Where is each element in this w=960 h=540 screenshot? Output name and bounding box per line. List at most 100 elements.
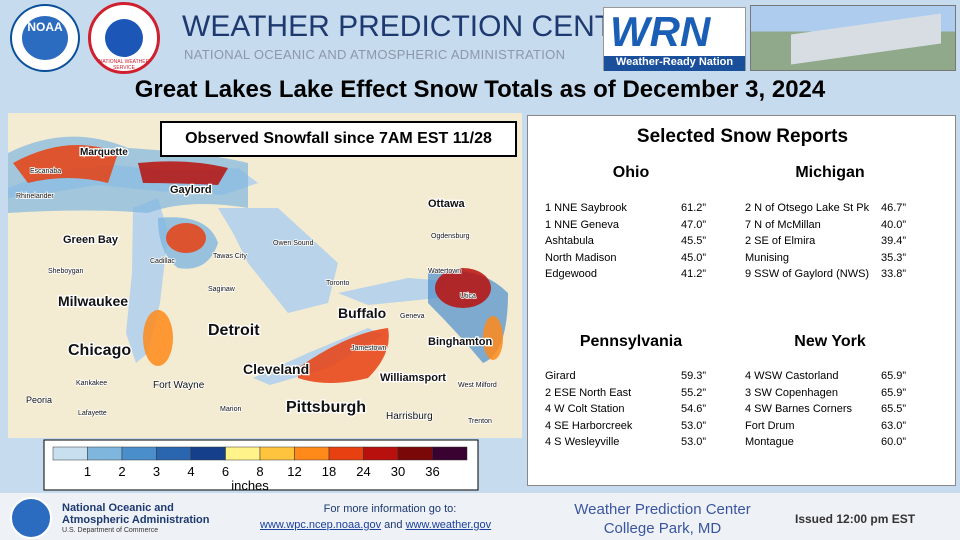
- report-value: 65.5”: [881, 403, 907, 415]
- report-value: 53.0”: [681, 436, 707, 448]
- legend-swatch: [87, 446, 123, 461]
- legend-swatch: [397, 446, 433, 461]
- city-label: Chicago: [68, 342, 131, 359]
- legend-label: 2: [118, 464, 125, 479]
- report-location: 2 N of Otsego Lake St Pk: [745, 202, 870, 214]
- nws-logo-text: NATIONAL WEATHER SERVICE: [98, 59, 150, 71]
- wrn-caption: Weather-Ready Nation: [604, 56, 745, 71]
- city-label: Harrisburg: [386, 411, 433, 422]
- snow-core: [138, 161, 228, 185]
- legend-unit: inches: [231, 478, 269, 493]
- reports-title: Selected Snow Reports: [636, 126, 849, 147]
- city-label: Geneva: [400, 313, 425, 320]
- main-title: Great Lakes Lake Effect Snow Totals as o…: [134, 76, 826, 103]
- report-location: 2 ESE North East: [545, 386, 632, 399]
- noaa-logo: NOAA: [10, 4, 80, 72]
- report-location: 4 S Wesleyville: [545, 436, 620, 448]
- link[interactable]: www.weather.gov: [405, 519, 492, 531]
- city-label: Sheboygan: [48, 268, 84, 275]
- report-value: 41.2”: [681, 268, 707, 280]
- report-location: 9 SSW of Gaylord (NWS): [745, 268, 870, 280]
- city-label: Gaylord: [170, 184, 212, 196]
- report-location: Fort Drum: [745, 419, 795, 432]
- state-heading: Pennsylvania: [579, 333, 683, 350]
- report-value: 35.3”: [881, 251, 907, 264]
- city-label: Toronto: [326, 280, 349, 287]
- link[interactable]: www.wpc.ncep.noaa.gov: [260, 519, 382, 531]
- legend-label: 3: [153, 464, 160, 479]
- reports-panel: Selected Snow Reports Ohio 1 NNE Saybrook…: [527, 115, 956, 486]
- city-label: Escanaba: [30, 168, 61, 175]
- report-value: 47.0”: [681, 218, 707, 231]
- header-title: WEATHER PREDICTION CENTER: [182, 10, 655, 43]
- report-location: 4 WSW Castorland: [745, 370, 839, 382]
- legend-label: 4: [187, 464, 194, 479]
- footer-agency: National Oceanic and: [62, 502, 174, 514]
- legend-label: 30: [391, 464, 405, 479]
- city-label: Marion: [220, 406, 242, 413]
- report-value: 55.2”: [681, 386, 707, 399]
- state-heading: New York: [794, 333, 866, 350]
- lake-huron: [218, 208, 338, 313]
- city-label: West Milford: [458, 382, 497, 389]
- report-location: 4 W Colt Station: [545, 403, 625, 415]
- city-labels: Marquette Escanaba Rhinelander Green Bay She…: [15, 146, 497, 426]
- city-label: Jamestown: [351, 345, 387, 352]
- report-value: 45.0”: [681, 251, 707, 264]
- legend-label: 8: [256, 464, 263, 479]
- report-value: 63.0”: [881, 419, 907, 432]
- legend-label: 12: [287, 464, 301, 479]
- legend-swatch: [259, 446, 295, 461]
- state-heading: Michigan: [795, 164, 865, 181]
- report-location: Edgewood: [545, 268, 597, 280]
- footer-noaa-logo: [10, 497, 52, 539]
- legend-swatch: [363, 446, 399, 461]
- city-label: Detroit: [208, 322, 260, 339]
- report-location: Ashtabula: [545, 235, 594, 247]
- city-label: Green Bay: [63, 234, 119, 246]
- city-label: Pittsburgh: [286, 399, 366, 416]
- header-subtitle: NATIONAL OCEANIC AND ATMOSPHERIC ADMINIS…: [184, 47, 566, 62]
- building-photo: [750, 5, 956, 71]
- wrn-logo: WRN Weather-Ready Nation: [603, 7, 746, 71]
- footer-issued: Issued 12:00 pm EST: [795, 512, 916, 526]
- city-label: Ogdensburg: [431, 233, 470, 240]
- report-location: 1 NNE Geneva: [545, 218, 619, 231]
- footer: National Oceanic and Atmospheric Adminis…: [0, 493, 960, 540]
- footer-office: Weather Prediction Center: [574, 501, 751, 518]
- report-location: 3 SW Copenhagen: [745, 386, 838, 399]
- legend-swatch: [294, 446, 330, 461]
- city-label: Kankakee: [76, 380, 107, 387]
- wrn-logo-text: WRN: [610, 8, 711, 55]
- snow-core: [166, 223, 206, 253]
- snow-core: [143, 310, 173, 366]
- legend-swatch: [156, 446, 192, 461]
- report-value: 61.2”: [681, 202, 707, 214]
- report-value: 40.0”: [881, 218, 907, 231]
- legend-label: 36: [425, 464, 439, 479]
- city-label: Peoria: [26, 395, 52, 405]
- report-value: 53.0”: [681, 419, 707, 432]
- report-location: 1 NNE Saybrook: [545, 202, 627, 214]
- noaa-logo-text: NOAA: [22, 16, 68, 60]
- footer-and: and: [384, 519, 403, 531]
- report-value: 54.6”: [681, 403, 707, 415]
- report-value: 39.4”: [881, 235, 907, 247]
- city-label: Williamsport: [380, 372, 446, 384]
- city-label: Trenton: [468, 418, 492, 425]
- building: [791, 13, 941, 65]
- footer-dept: U.S. Department of Commerce: [62, 527, 159, 534]
- city-label: Cleveland: [243, 361, 309, 377]
- report-location: 7 N of McMillan: [745, 218, 821, 231]
- legend-label: 18: [322, 464, 336, 479]
- report-value: 65.9”: [881, 386, 907, 399]
- legend-swatch: [225, 446, 261, 461]
- map-caption: Observed Snowfall since 7AM EST 11/28: [160, 121, 517, 157]
- legend-swatch: [121, 446, 157, 461]
- lake-michigan: [126, 198, 168, 363]
- report-location: Munising: [745, 251, 790, 264]
- lake-ontario: [338, 278, 448, 305]
- city-label: Saginaw: [208, 286, 236, 293]
